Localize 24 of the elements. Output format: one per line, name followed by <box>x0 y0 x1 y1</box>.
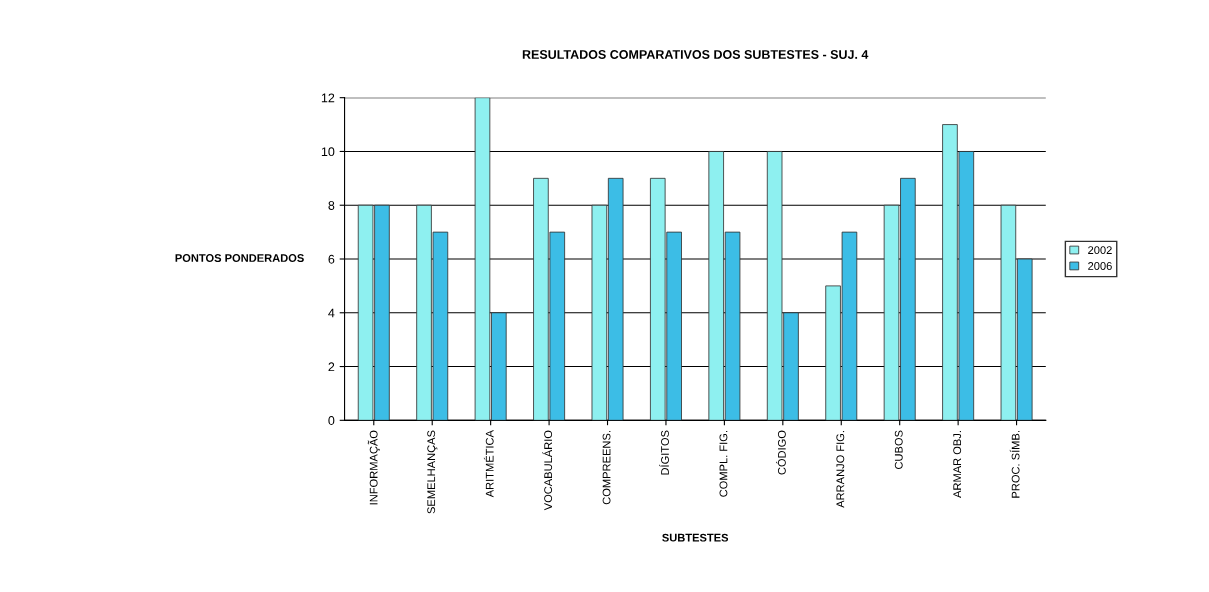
x-tick-label: COMPL. FIG. <box>719 431 728 497</box>
y-tick-label: 12 <box>321 93 335 103</box>
y-axis-title: PONTOS PONDERADOS <box>175 254 304 262</box>
y-tick-label: 8 <box>328 201 335 210</box>
y-tick-label: 0 <box>328 416 335 425</box>
legend-label: 2002 <box>1088 246 1112 255</box>
y-tick-label: 4 <box>328 308 335 318</box>
y-tick-label: 2 <box>328 362 335 372</box>
x-tick-label: DÍGITOS <box>659 430 669 475</box>
x-tick-label: CUBOS <box>894 430 903 469</box>
x-tick-label: ARMAR OBJ. <box>953 431 962 498</box>
x-tick-label: COMPREENS. <box>602 431 611 505</box>
chart-title: RESULTADOS COMPARATIVOS DOS SUBTESTES - SUJ. 4 <box>522 50 869 59</box>
y-tick-label: 6 <box>328 254 335 264</box>
x-tick-label: VOCABULÁRIO <box>542 430 553 511</box>
x-axis-title: SUBTESTES <box>662 533 729 542</box>
x-tick-label: CÓDIGO <box>776 430 786 475</box>
y-tick-label: 10 <box>321 147 335 157</box>
x-tick-label: ARITMÉTICA <box>483 430 494 498</box>
x-tick-label: PROC. SÍMB. <box>1009 431 1020 498</box>
legend-label: 2006 <box>1088 262 1112 270</box>
x-tick-label: ARRANJO FIG. <box>836 431 845 508</box>
x-tick-label: SEMELHANÇAS <box>427 430 438 514</box>
x-tick-label: INFORMAÇÃO <box>367 430 380 505</box>
